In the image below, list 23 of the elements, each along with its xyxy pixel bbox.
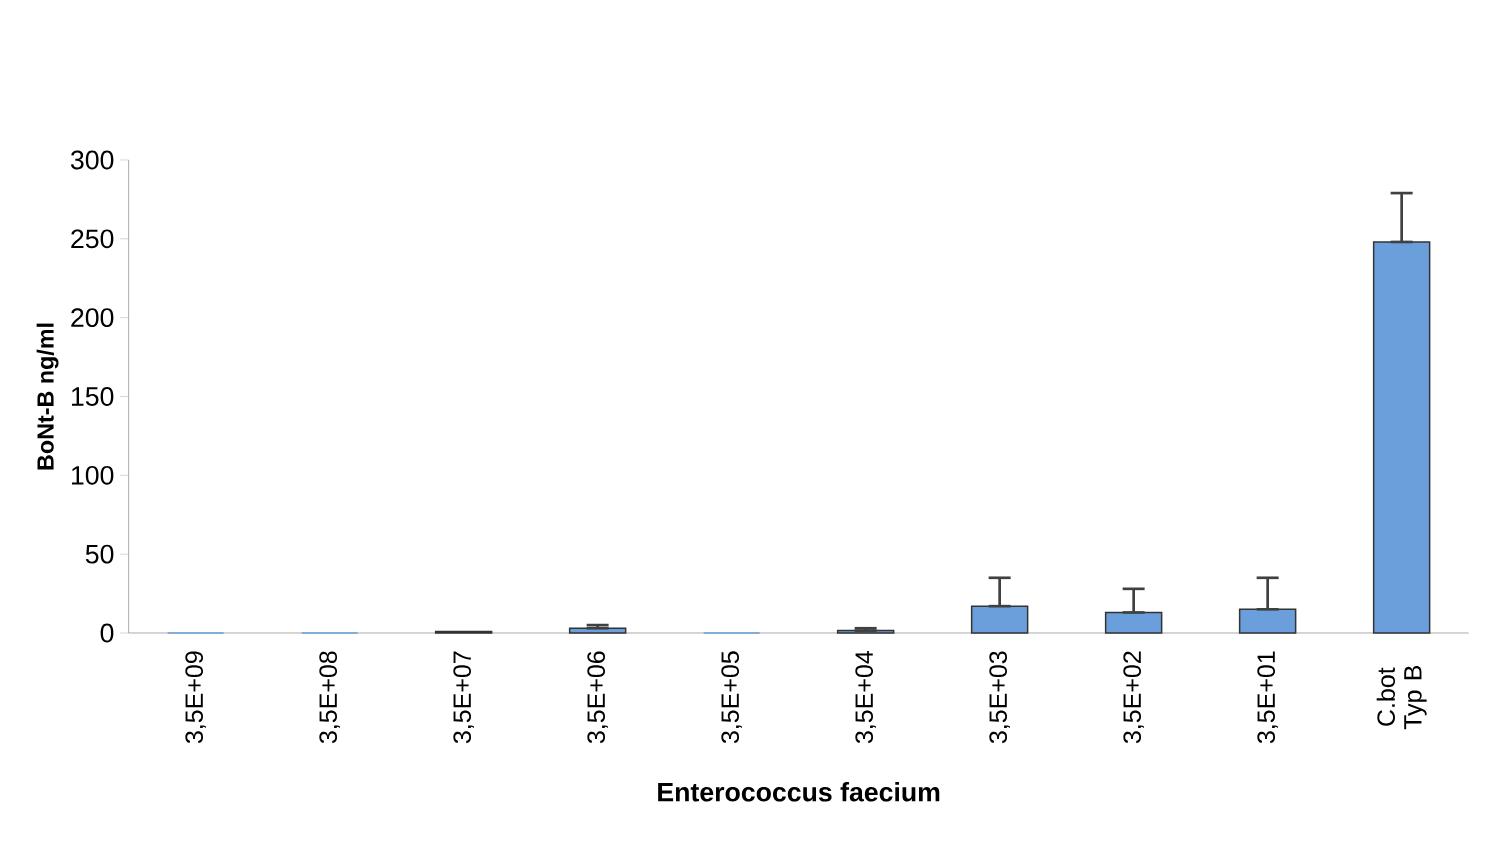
x-tick-label: 3,5E+02 — [1123, 651, 1144, 744]
y-tick-label: 200 — [71, 308, 114, 328]
y-tick-label: 150 — [71, 387, 114, 406]
x-tick-label: 3,5E+09 — [185, 651, 206, 744]
x-tick-label: 3,5E+04 — [855, 651, 876, 744]
y-axis-title: BoNt-B ng/ml — [36, 323, 59, 470]
y-tick-label: 250 — [71, 229, 114, 249]
x-tick-label: 3,5E+01 — [1257, 651, 1278, 744]
x-tick-label: C.bot Typ B — [1376, 665, 1427, 730]
bar — [970, 605, 1029, 634]
x-tick-label: 3,5E+06 — [587, 651, 608, 744]
bar — [1238, 608, 1297, 634]
x-axis-title: Enterococcus faecium — [658, 781, 940, 802]
y-tick-label: 0 — [100, 623, 114, 643]
x-tick-label: 3,5E+03 — [989, 651, 1010, 744]
y-tick-label: 300 — [70, 150, 114, 170]
y-tick-label: 100 — [71, 465, 114, 485]
x-tick-label: 3,5E+07 — [453, 651, 474, 744]
x-tick-label: 3,5E+05 — [721, 651, 742, 744]
bar — [1372, 241, 1431, 634]
bar — [1104, 611, 1163, 634]
x-tick-label: 3,5E+08 — [319, 651, 340, 744]
y-tick-label: 50 — [85, 544, 114, 564]
